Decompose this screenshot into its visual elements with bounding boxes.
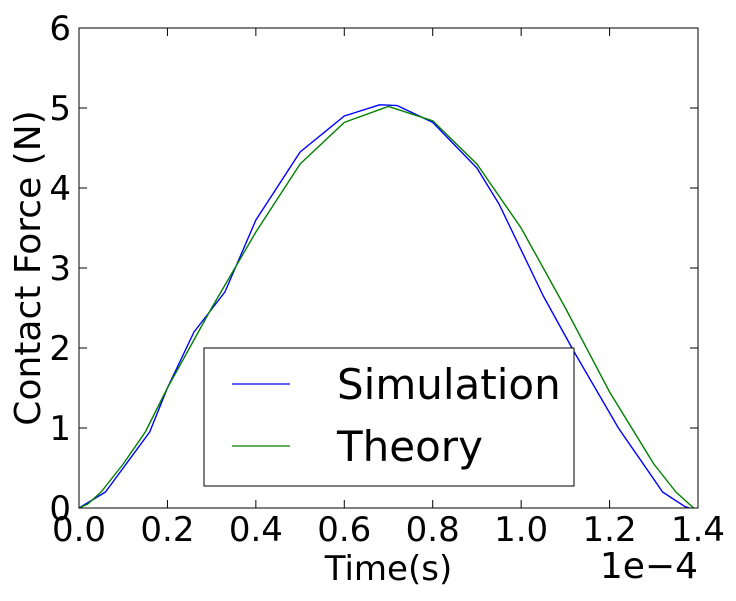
legend: Simulation Theory (203, 347, 575, 487)
x-tick-label: 1.0 (494, 510, 548, 550)
y-tick-label: 3 (49, 249, 71, 289)
x-tick-label: 0.2 (140, 510, 194, 550)
series-layer (78, 104, 695, 509)
legend-box (203, 347, 575, 487)
y-tick-label: 1 (49, 409, 71, 449)
y-tick-label: 4 (49, 169, 71, 209)
x-tick-label: 0.8 (406, 510, 460, 550)
y-axis-label: Contact Force (N) (8, 110, 49, 425)
ticks-layer: 0.0 0.2 0.4 0.6 0.8 1.0 1.2 1.4 0 1 2 3 4 5 6 (49, 9, 725, 550)
legend-label-simulation: Simulation (337, 360, 561, 409)
x-axis-label: Time(s) (324, 549, 452, 589)
y-tick-label: 0 (49, 489, 71, 529)
y-tick-label: 5 (49, 89, 71, 129)
x-tick-label: 1.2 (583, 510, 637, 550)
x-tick-label: 1.4 (671, 510, 725, 550)
x-tick-label: 0.0 (52, 510, 106, 550)
y-tick-label: 2 (49, 329, 71, 369)
legend-label-theory: Theory (336, 422, 483, 471)
x-axis-offset-label: 1e−4 (600, 546, 698, 587)
x-tick-label: 0.4 (229, 510, 283, 550)
plot-frame (78, 27, 699, 509)
series-line-theory (78, 105, 695, 509)
y-tick-label: 6 (49, 9, 71, 49)
x-tick-label: 0.6 (317, 510, 371, 550)
